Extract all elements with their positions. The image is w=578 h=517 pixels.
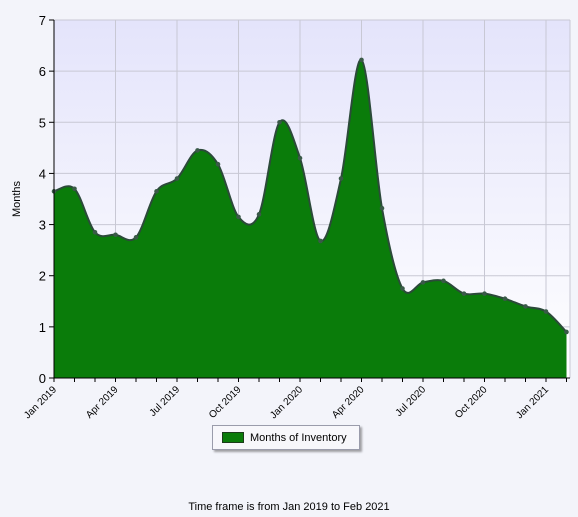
y-tick-label: 3 <box>39 218 46 233</box>
x-tick-label: Jan 2019 <box>22 384 59 421</box>
legend-swatch <box>222 432 244 443</box>
data-point <box>543 309 549 314</box>
y-tick-label: 0 <box>39 371 46 386</box>
data-point <box>338 176 344 181</box>
data-point <box>318 238 323 244</box>
data-point <box>174 176 180 181</box>
data-point <box>461 291 467 296</box>
x-tick-label: Oct 2020 <box>453 384 490 421</box>
x-tick-label: Jul 2020 <box>394 384 429 419</box>
data-point <box>215 161 221 167</box>
data-point <box>133 235 139 240</box>
y-axis-title: Months <box>11 180 23 217</box>
data-point <box>502 296 508 302</box>
y-tick-label: 7 <box>39 13 46 28</box>
y-tick-label: 2 <box>39 269 46 284</box>
data-point <box>256 212 262 217</box>
data-point <box>297 155 303 161</box>
data-point <box>523 304 528 309</box>
y-tick-label: 5 <box>39 115 46 130</box>
data-point <box>379 205 385 211</box>
data-point <box>441 278 446 284</box>
data-point <box>113 232 118 238</box>
y-tick-label: 1 <box>39 320 46 335</box>
area-fill <box>54 59 567 378</box>
x-tick-label: Jul 2019 <box>148 384 183 419</box>
data-point <box>359 57 364 63</box>
data-point <box>400 286 405 291</box>
data-point <box>277 119 282 125</box>
x-tick-label: Oct 2019 <box>207 384 244 421</box>
x-tick-label: Jan 2021 <box>514 384 551 421</box>
legend-label: Months of Inventory <box>250 431 347 444</box>
x-tick-label: Apr 2020 <box>330 384 367 421</box>
data-point <box>236 214 241 220</box>
x-tick-label: Apr 2019 <box>84 384 121 421</box>
x-tick-label: Jan 2020 <box>268 384 305 421</box>
y-tick-label: 6 <box>39 64 46 79</box>
data-point <box>564 329 569 335</box>
legend: Months of Inventory <box>212 425 360 450</box>
data-point <box>420 280 426 285</box>
data-point <box>482 291 487 296</box>
data-point <box>195 148 200 153</box>
data-point <box>154 189 159 194</box>
data-point <box>92 229 98 235</box>
data-point <box>72 186 77 192</box>
y-tick-label: 4 <box>39 166 46 181</box>
data-points <box>51 57 569 335</box>
footer-caption: Time frame is from Jan 2019 to Feb 2021 <box>188 501 390 513</box>
